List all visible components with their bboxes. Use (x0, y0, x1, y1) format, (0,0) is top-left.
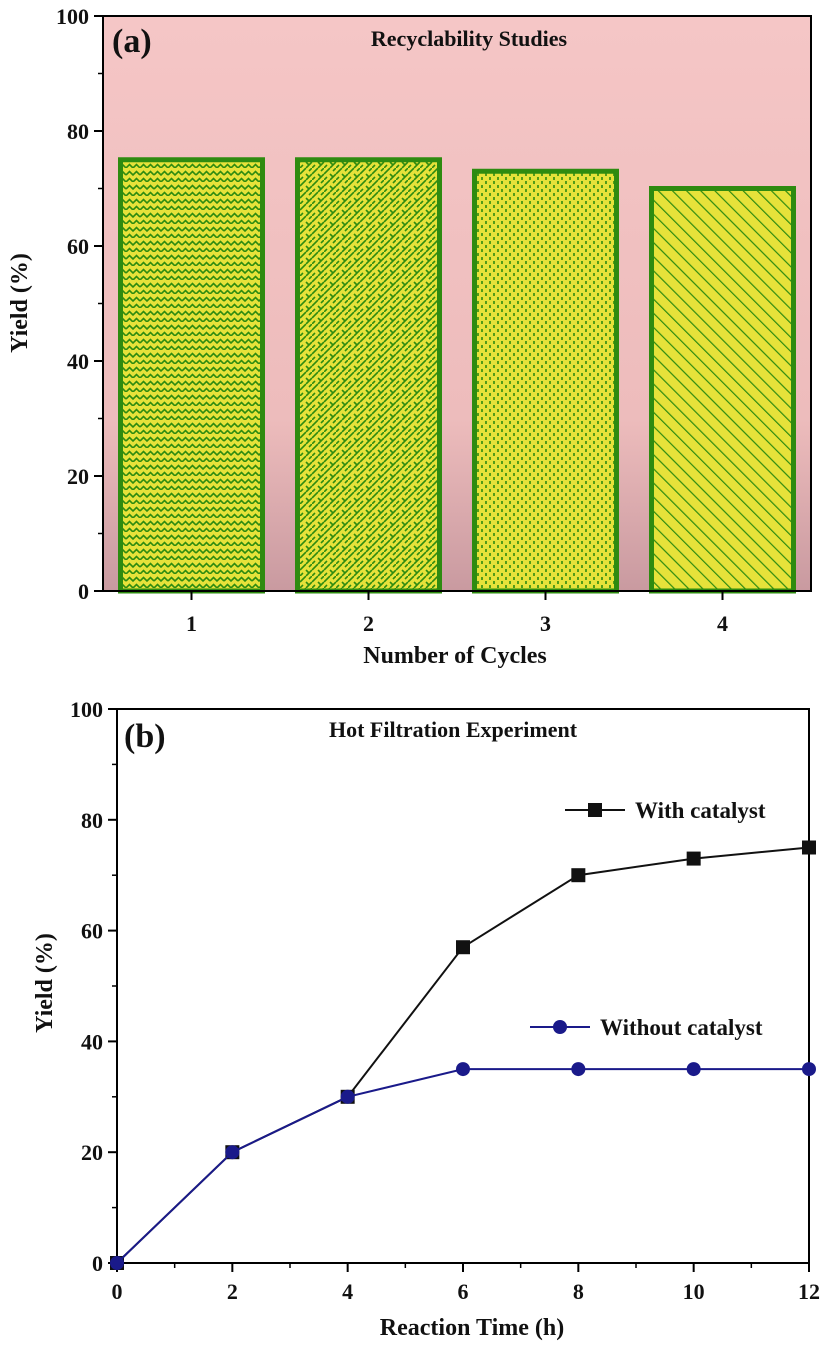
point-without-catalyst-1 (225, 1145, 240, 1160)
panel-b-y-tick-label: 80 (81, 808, 103, 833)
panel-b-x-tick-label: 4 (342, 1279, 353, 1304)
panel-b-y-tick-label: 20 (81, 1140, 103, 1165)
panel-b-plot-frame (116, 708, 810, 1264)
panel-a-x-axis-label: Number of Cycles (363, 643, 547, 669)
series-line-with-catalyst (116, 846, 810, 1264)
panel-b-line-chart: 0 20 40 60 80 100 0 2 4 6 8 10 12 (b) Hot Filtratio… (32, 697, 820, 1341)
panel-a-title: Recyclability Studies (371, 26, 568, 51)
panel-a-y-tick-label: 0 (78, 579, 89, 604)
panel-a-y-tick-label: 20 (67, 464, 89, 489)
panel-a-y-tick-label: 40 (67, 349, 89, 374)
point-with-catalyst-5 (686, 851, 701, 866)
point-without-catalyst-5 (686, 1062, 701, 1077)
panel-b-x-tick-label: 8 (573, 1279, 584, 1304)
panel-b-y-tick-label: 60 (81, 919, 103, 944)
series-line-without-catalyst (116, 1068, 809, 1264)
panel-a-label: (a) (112, 23, 152, 60)
panel-a-x-tick-label: 4 (717, 611, 728, 636)
point-without-catalyst-3 (456, 1062, 470, 1077)
point-without-catalyst-2 (340, 1089, 355, 1104)
panel-b-y-tick-label: 0 (92, 1251, 103, 1276)
panel-b-y-tick-label: 40 (81, 1029, 103, 1054)
point-with-catalyst-4 (571, 868, 586, 883)
point-with-catalyst-3 (456, 940, 470, 955)
panel-a-y-axis-label: Yield (%) (7, 253, 33, 353)
panel-b-x-tick-label: 12 (798, 1279, 820, 1304)
bar-cycle-1 (118, 157, 265, 594)
panel-b-title: Hot Filtration Experiment (329, 717, 578, 742)
bar-cycle-3 (472, 168, 619, 594)
bar-cycle-4 (649, 186, 796, 594)
panel-a-y-tick-label: 100 (56, 4, 89, 29)
legend-entry-without-catalyst: Without catalyst (530, 1015, 763, 1040)
panel-b-y-axis-label: Yield (%) (32, 933, 58, 1033)
panel-a-bar-chart: 0 20 40 60 80 100 1 2 3 4 (a) Recyclability Stud… (7, 4, 812, 669)
panel-b-x-tick-label: 10 (683, 1279, 705, 1304)
panel-b-x-tick-label: 6 (458, 1279, 469, 1304)
panel-a-x-tick-label: 1 (186, 611, 197, 636)
legend-marker-with-catalyst (588, 803, 602, 817)
panel-a-y-tick-label: 60 (67, 234, 89, 259)
point-without-catalyst-0 (110, 1256, 124, 1270)
point-with-catalyst-6 (802, 840, 816, 855)
legend-marker-without-catalyst (553, 1020, 567, 1034)
bar-cycle-2 (295, 157, 442, 594)
panel-b-y-tick-label: 100 (70, 697, 103, 722)
panel-b-x-axis-label: Reaction Time (h) (380, 1315, 564, 1341)
panel-a-x-tick-label: 2 (363, 611, 374, 636)
point-without-catalyst-4 (571, 1062, 586, 1077)
point-without-catalyst-6 (802, 1062, 816, 1077)
legend-label-without-catalyst: Without catalyst (600, 1015, 763, 1040)
legend-label-with-catalyst: With catalyst (635, 798, 766, 823)
panel-b-label: (b) (124, 718, 166, 755)
panel-b-x-tick-label: 0 (112, 1279, 123, 1304)
panel-a-x-tick-label: 3 (540, 611, 551, 636)
panel-b-x-tick-label: 2 (227, 1279, 238, 1304)
panel-a-y-tick-label: 80 (67, 119, 89, 144)
legend-entry-with-catalyst: With catalyst (565, 798, 766, 823)
